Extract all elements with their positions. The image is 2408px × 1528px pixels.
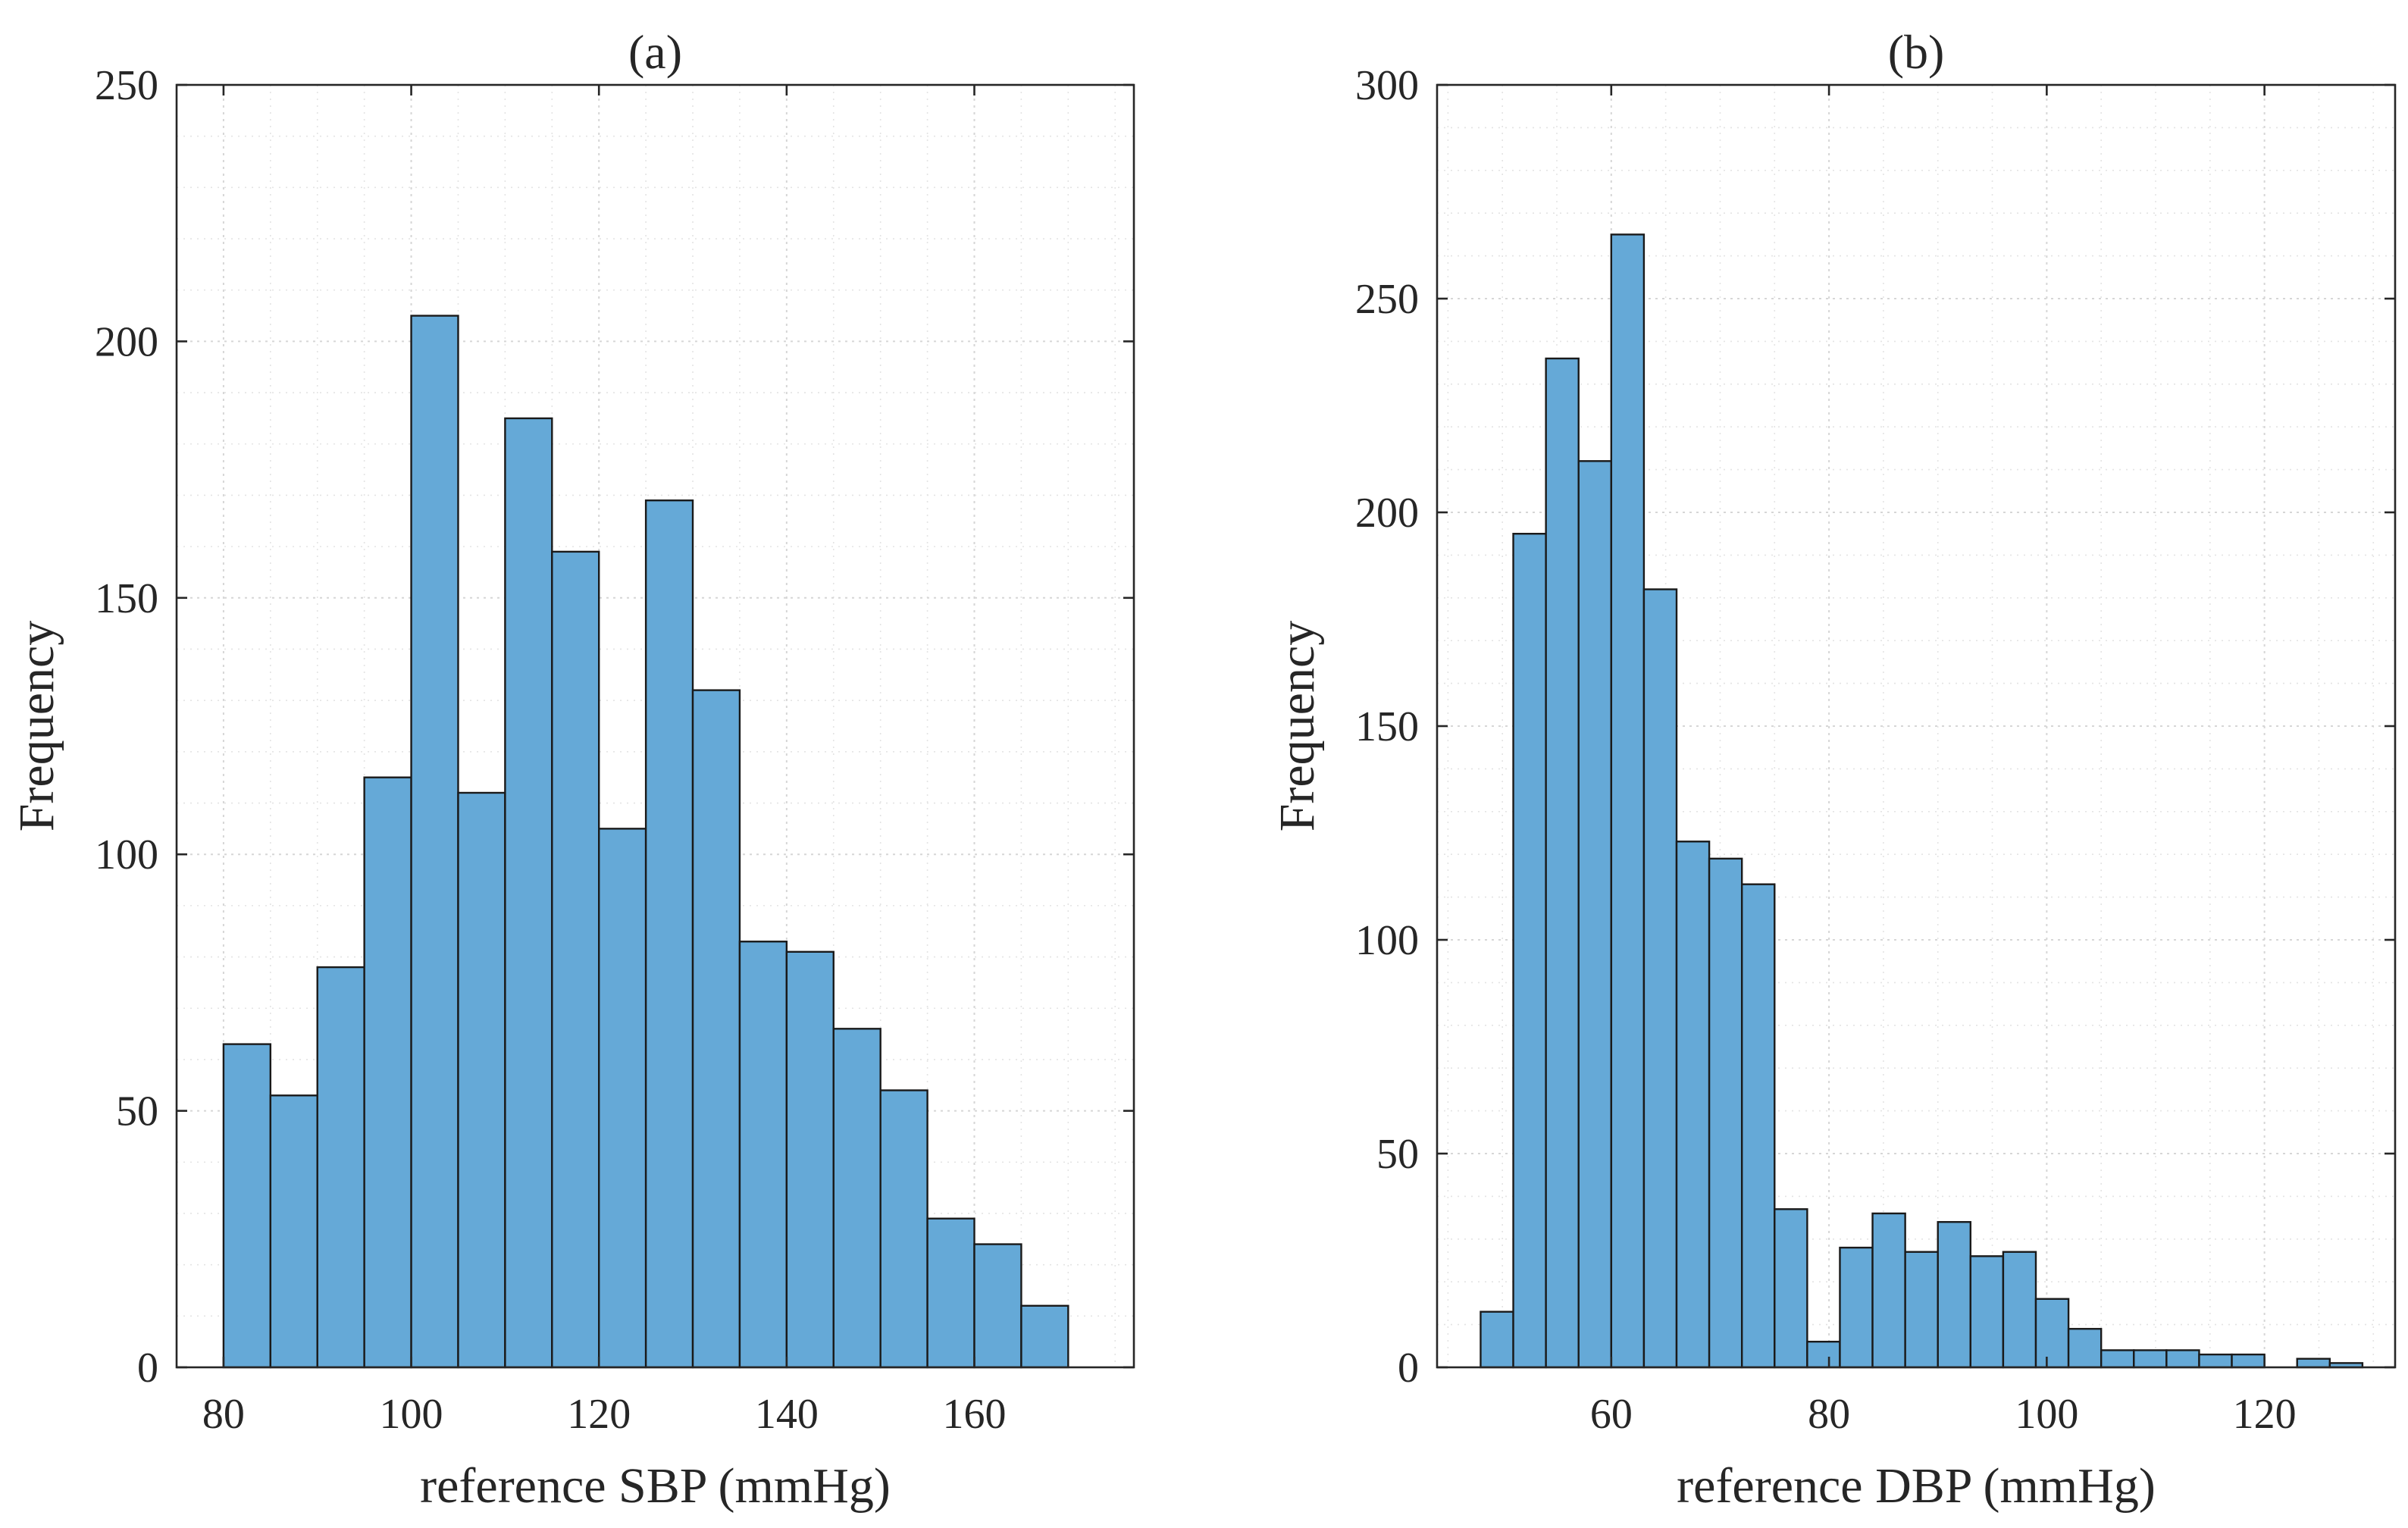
panel-a-bar-9 <box>644 499 694 1369</box>
panel-b-y-tick-label: 250 <box>1355 276 1419 323</box>
panel-a-bar-4 <box>410 315 459 1369</box>
panel-b-bar-13 <box>1904 1251 1939 1369</box>
panel-b-y-axis-label: Frequency <box>1270 621 1325 832</box>
panel-b-ticks <box>1437 83 2395 1369</box>
panel-a-bar-16 <box>973 1243 1022 1369</box>
panel-a-bars <box>222 315 1069 1369</box>
panel-b-x-tick-label: 60 <box>1590 1391 1633 1438</box>
panel-a-bar-10 <box>691 689 741 1369</box>
panel-b-x-axis-label: reference DBP (mmHg) <box>1677 1458 2156 1514</box>
panel-a-bar-6 <box>504 417 553 1369</box>
panel-a-ticks <box>177 83 1134 1369</box>
panel-b-bar-3 <box>1577 460 1613 1369</box>
panel-a-y-tick-label: 50 <box>116 1088 158 1135</box>
panel-a-bar-1 <box>269 1094 318 1369</box>
panel-b-bar-19 <box>2100 1349 2135 1369</box>
panel-a-bar-12 <box>785 950 835 1369</box>
panel-a-bar-15 <box>926 1217 975 1369</box>
panel-b-x-tick-label: 100 <box>2015 1391 2078 1438</box>
panel-a-title: (a) <box>628 25 682 79</box>
panel-a-bar-14 <box>879 1089 928 1369</box>
panel-b-y-tick-label: 100 <box>1355 917 1419 964</box>
panel-a-bar-7 <box>551 550 600 1369</box>
panel-b-bar-14 <box>1937 1221 1972 1369</box>
panel-b-bar-5 <box>1642 588 1678 1369</box>
panel-b-bar-21 <box>2165 1349 2200 1369</box>
panel-b-tick-labels: 60 80 100 120 0 50 100 150 200 250 300 <box>1355 62 2297 1438</box>
panel-a-x-tick-label: 160 <box>943 1391 1007 1438</box>
panel-a-x-tick-label: 100 <box>380 1391 443 1438</box>
panel-b-y-tick-label: 300 <box>1355 62 1419 109</box>
panel-b-x-tick-label: 120 <box>2233 1391 2297 1438</box>
panel-b-y-tick-label: 200 <box>1355 490 1419 537</box>
panel-a-y-axis-label: Frequency <box>9 621 64 832</box>
panel-b-bar-18 <box>2067 1328 2103 1369</box>
panel-b-y-tick-label: 0 <box>1398 1345 1419 1392</box>
panel-a-bar-5 <box>457 791 506 1369</box>
panel-b-bar-17 <box>2034 1298 2070 1369</box>
panel-b-title: (b) <box>1888 25 1945 79</box>
panel-a-x-axis-label: reference SBP (mmHg) <box>420 1458 891 1514</box>
panel-b-bar-15 <box>1969 1255 2005 1369</box>
panel-b-bar-12 <box>1871 1212 1906 1369</box>
panel-a-bar-8 <box>598 828 647 1369</box>
panel-b-bar-22 <box>2198 1353 2233 1369</box>
panel-b-histogram-dbp: 60 80 100 120 0 50 100 150 200 250 300 (b) referen… <box>1270 25 2397 1514</box>
panel-b-bar-6 <box>1675 841 1711 1369</box>
panel-a-bar-3 <box>363 776 412 1369</box>
panel-a-x-tick-label: 140 <box>755 1391 819 1438</box>
panel-a-bar-13 <box>832 1028 881 1369</box>
panel-a-axes-box <box>175 83 1135 1369</box>
panel-b-bar-16 <box>2002 1251 2037 1369</box>
panel-a-bar-11 <box>738 941 788 1369</box>
panel-a-y-tick-label: 250 <box>95 62 158 109</box>
panel-a-x-tick-label: 120 <box>567 1391 631 1438</box>
panel-b-bar-4 <box>1610 233 1646 1369</box>
panel-b-y-tick-label: 50 <box>1376 1131 1419 1178</box>
panel-a-y-tick-label: 200 <box>95 318 158 365</box>
panel-b-bar-9 <box>1774 1208 1808 1369</box>
panel-b-bar-1 <box>1512 533 1547 1369</box>
panel-a-y-tick-label: 0 <box>137 1345 158 1392</box>
panel-a-bar-2 <box>316 966 365 1369</box>
panel-b-bar-11 <box>1839 1246 1874 1369</box>
panel-a-y-tick-label: 100 <box>95 831 158 878</box>
panel-a-tick-labels: 80 100 120 140 160 0 50 100 150 200 250 <box>95 62 1007 1438</box>
panel-b-y-tick-label: 150 <box>1355 703 1419 750</box>
panel-b-bar-25 <box>2296 1357 2331 1369</box>
panel-a-bar-17 <box>1020 1304 1069 1369</box>
panel-b-bar-10 <box>1806 1340 1841 1369</box>
panel-b-bar-20 <box>2133 1349 2168 1369</box>
panel-a-bar-0 <box>222 1043 272 1369</box>
panel-a-y-tick-label: 150 <box>95 575 158 622</box>
panel-b-bars <box>1480 233 2364 1369</box>
panel-b-bar-7 <box>1708 857 1743 1369</box>
panel-a-x-tick-label: 80 <box>202 1391 245 1438</box>
panel-b-x-tick-label: 80 <box>1808 1391 1850 1438</box>
panel-b-bar-0 <box>1480 1310 1514 1369</box>
panel-b-bar-23 <box>2231 1353 2266 1369</box>
panel-b-bar-8 <box>1740 883 1776 1369</box>
panel-a-histogram-sbp: 80 100 120 140 160 0 50 100 150 200 250 (a) refere… <box>9 25 1135 1514</box>
panel-b-bar-2 <box>1545 357 1580 1369</box>
